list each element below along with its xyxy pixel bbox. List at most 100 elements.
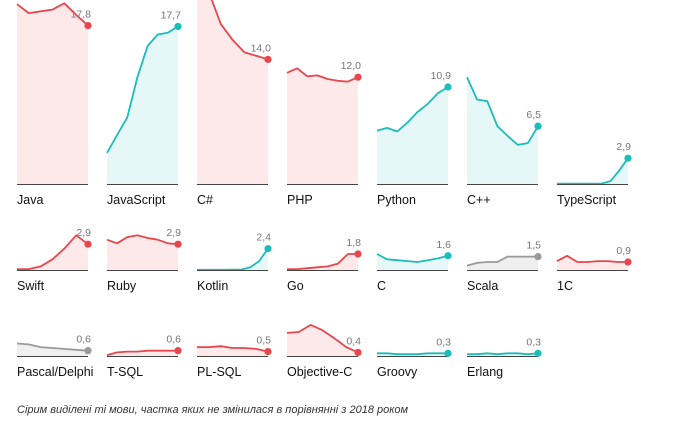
end-point <box>174 347 182 355</box>
language-label: Java <box>17 193 43 207</box>
value-label: 14,0 <box>251 42 272 54</box>
end-point <box>84 347 92 355</box>
value-label: 17,8 <box>71 9 92 21</box>
series-line <box>210 0 269 61</box>
series-line <box>197 248 269 271</box>
series-line <box>286 67 359 83</box>
value-label: 2,9 <box>616 141 631 153</box>
language-label: PHP <box>287 193 313 207</box>
series-line <box>467 352 539 356</box>
end-point <box>624 258 632 266</box>
area-fill <box>467 256 538 270</box>
panel-pascal-delphi: 0,6 Pascal/Delphi <box>16 334 93 379</box>
end-point <box>444 83 452 91</box>
value-label: 1,6 <box>436 239 451 251</box>
language-label: Go <box>287 279 304 293</box>
series-line <box>197 345 269 353</box>
series-line <box>557 157 629 185</box>
series-line <box>106 349 178 356</box>
value-label: 0,6 <box>166 334 181 346</box>
value-label: 2,9 <box>76 227 91 239</box>
series-line <box>287 253 358 271</box>
panel-kotlin: 2,4 Kotlin <box>197 232 272 293</box>
series-line <box>106 25 179 154</box>
language-label: C# <box>197 193 213 207</box>
value-label: 17,7 <box>161 9 182 21</box>
language-label: Kotlin <box>197 279 228 293</box>
area-fill <box>287 324 358 356</box>
language-label: Ruby <box>107 279 137 293</box>
series-line <box>17 234 89 271</box>
end-point <box>534 122 542 130</box>
value-label: 0,3 <box>526 336 541 348</box>
area-fill <box>17 3 88 184</box>
language-label: Erlang <box>467 365 503 379</box>
end-point <box>84 21 92 30</box>
panel-1c: 0,9 1C <box>556 245 632 293</box>
value-label: 1,5 <box>526 240 541 252</box>
language-label: PL-SQL <box>197 365 242 379</box>
end-point <box>84 240 92 248</box>
value-label: 12,0 <box>341 60 362 72</box>
panel-php: 12,0 PHP <box>286 60 362 207</box>
panel-typescript: 2,9 TypeScript <box>557 141 632 207</box>
panel-pl-sql: 0,5 PL-SQL <box>197 335 272 379</box>
area-fill <box>557 158 628 184</box>
value-label: 0,9 <box>616 245 631 257</box>
end-point <box>174 240 182 248</box>
language-label: JavaScript <box>107 193 166 207</box>
language-label: Groovy <box>377 365 418 379</box>
value-label: 0,6 <box>76 334 91 346</box>
series-line <box>376 86 449 133</box>
end-point <box>444 349 452 357</box>
end-point <box>264 347 272 356</box>
panel-swift: 2,9 Swift <box>17 227 92 293</box>
series-line <box>466 255 538 267</box>
language-label: Objective-C <box>287 365 352 379</box>
language-label: 1C <box>557 279 573 293</box>
value-label: 2,9 <box>166 227 181 239</box>
end-point <box>534 253 542 261</box>
panel-t-sql: 0,6 T-SQL <box>106 334 182 379</box>
area-fill <box>557 255 628 270</box>
panel-java: 17,8 Java <box>16 2 92 207</box>
small-multiples-chart: 17,8 Java 17,7 JavaScript 14,0 C# 12,0 PHP 10,9 P… <box>16 0 632 379</box>
series-line <box>376 253 449 263</box>
value-label: 6,5 <box>526 109 541 121</box>
panel-groovy: 0,3 Groovy <box>377 336 452 379</box>
end-point <box>624 154 632 162</box>
footnote: Сірим виділені ті мови, частка яких не з… <box>17 404 409 416</box>
area-fill <box>107 235 178 270</box>
area-fill <box>17 235 88 270</box>
value-label: 2,4 <box>256 232 271 244</box>
panel-objective-c: 0,4 Objective-C <box>286 323 362 379</box>
language-label: T-SQL <box>107 365 143 379</box>
series-line <box>377 352 448 356</box>
end-point <box>444 252 452 260</box>
area-fill <box>377 87 448 184</box>
value-label: 1,8 <box>346 237 361 249</box>
language-label: Pascal/Delphi <box>17 365 93 379</box>
end-point <box>534 349 542 357</box>
area-fill <box>197 248 268 270</box>
area-fill <box>287 68 358 184</box>
series-line <box>16 342 89 352</box>
end-point <box>264 245 272 253</box>
panel-ruby: 2,9 Ruby <box>106 227 182 293</box>
language-label: Scala <box>467 279 498 293</box>
value-label: 0,5 <box>256 335 271 347</box>
panel-csharp: 14,0 C# <box>197 0 272 207</box>
series-line <box>106 234 179 246</box>
language-label: C++ <box>467 193 491 207</box>
end-point <box>354 73 362 81</box>
end-point <box>354 250 362 258</box>
panel-javascript: 17,7 JavaScript <box>106 9 182 207</box>
end-point <box>174 22 182 31</box>
area-fill <box>107 26 178 184</box>
language-label: Swift <box>17 279 45 293</box>
series-line <box>466 76 539 146</box>
value-label: 10,9 <box>431 70 452 82</box>
series-line <box>16 2 89 27</box>
area-fill <box>197 0 268 184</box>
panel-cpp: 6,5 C++ <box>466 76 542 207</box>
